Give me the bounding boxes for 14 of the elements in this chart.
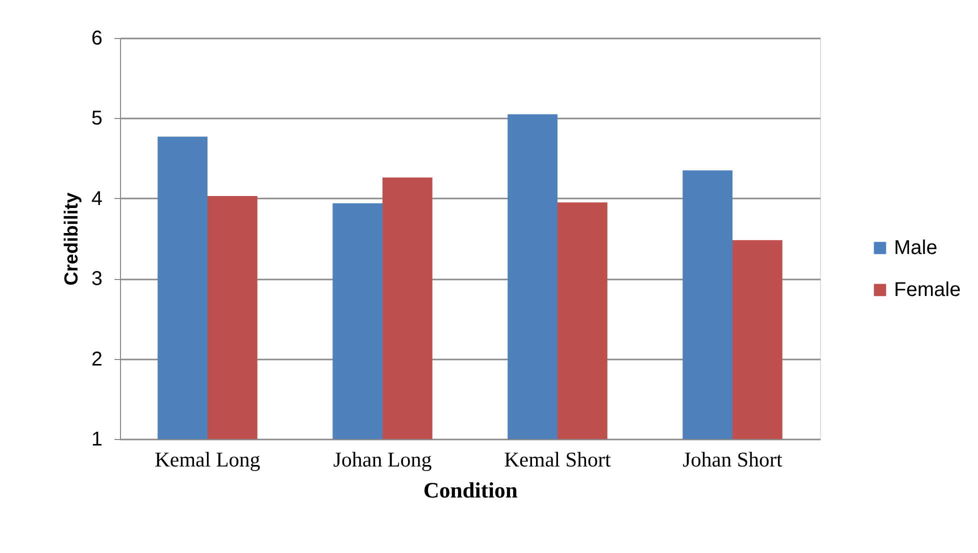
y-tick-label: 5: [91, 108, 102, 130]
y-axis-title: Credibility: [61, 192, 82, 286]
y-tick-label: 4: [91, 188, 102, 210]
legend-label: Female: [894, 279, 961, 301]
x-tick-label: Johan Short: [682, 448, 783, 472]
y-tick-label: 2: [91, 348, 102, 370]
x-tick-label: Kemal Long: [154, 448, 261, 472]
legend-label: Male: [894, 237, 938, 259]
y-tick-label: 3: [91, 268, 102, 290]
x-tick-label: Johan Long: [333, 448, 432, 472]
y-tick-label: 1: [91, 428, 102, 450]
x-tick-label: Kemal Short: [504, 448, 612, 472]
y-tick-label: 6: [91, 28, 102, 50]
x-axis-title: Condition: [423, 478, 518, 502]
